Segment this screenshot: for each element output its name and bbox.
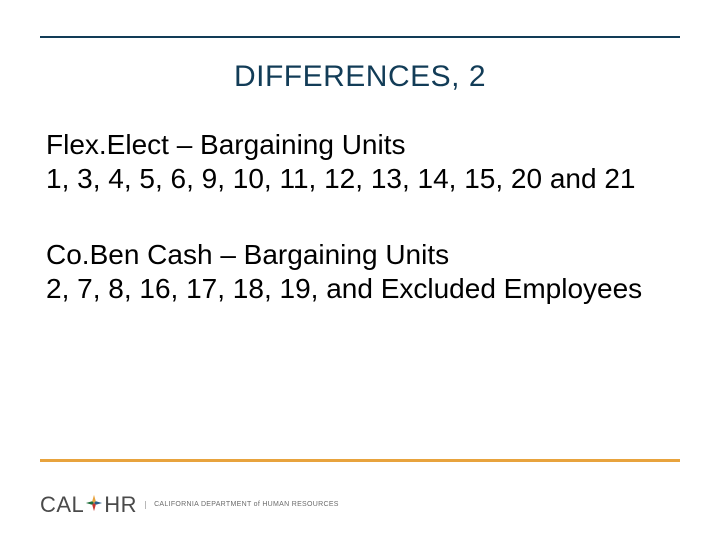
top-divider (40, 36, 680, 38)
paragraph-heading: Flex.Elect – Bargaining Units (46, 128, 674, 162)
calhr-logo: CAL HR CALIFORNIA DEPARTMENT of HUMAN RE… (40, 492, 339, 518)
paragraph-heading: Co.Ben Cash – Bargaining Units (46, 238, 674, 272)
paragraph-flexelect: Flex.Elect – Bargaining Units 1, 3, 4, 5… (46, 128, 674, 196)
slide-body: Flex.Elect – Bargaining Units 1, 3, 4, 5… (46, 128, 674, 307)
bottom-divider (40, 459, 680, 462)
slide-title: DIFFERENCES, 2 (0, 60, 720, 94)
logo-subtitle: CALIFORNIA DEPARTMENT of HUMAN RESOURCES (145, 501, 339, 509)
paragraph-coben: Co.Ben Cash – Bargaining Units 2, 7, 8, … (46, 238, 674, 306)
paragraph-detail: 2, 7, 8, 16, 17, 18, 19, and Excluded Em… (46, 272, 674, 306)
logo-wordmark: CAL HR (40, 492, 137, 518)
logo-prefix: CAL (40, 492, 84, 518)
star-icon (85, 492, 103, 518)
logo-suffix: HR (104, 492, 137, 518)
paragraph-detail: 1, 3, 4, 5, 6, 9, 10, 11, 12, 13, 14, 15… (46, 162, 674, 196)
